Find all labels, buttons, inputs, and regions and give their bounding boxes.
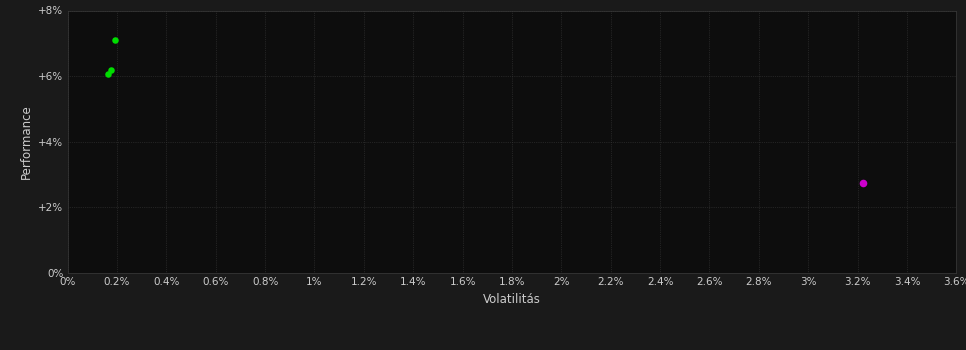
X-axis label: Volatilitás: Volatilitás xyxy=(483,293,541,306)
Point xyxy=(100,72,116,77)
Y-axis label: Performance: Performance xyxy=(19,104,33,179)
Point xyxy=(107,37,123,43)
Point xyxy=(855,180,870,186)
Point xyxy=(103,67,119,72)
